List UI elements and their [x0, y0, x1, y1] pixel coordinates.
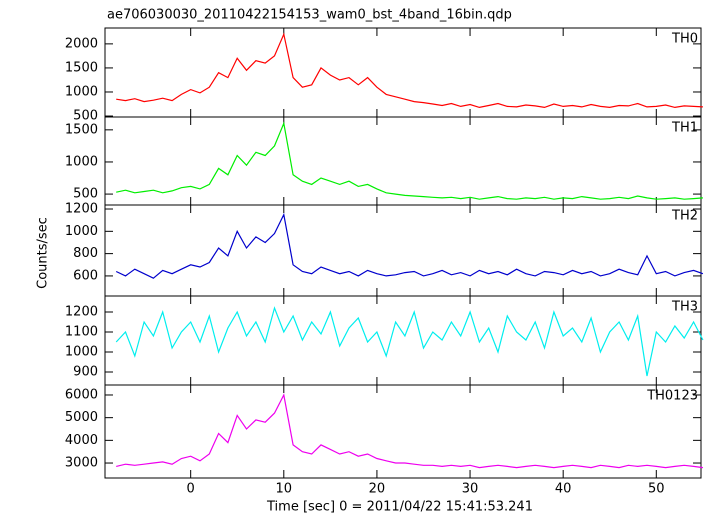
panel-frame	[104, 204, 702, 297]
x-tick-label: 50	[648, 482, 665, 497]
light-curve	[115, 212, 704, 279]
y-tick-label: 6000	[65, 387, 98, 402]
light-curve	[116, 121, 703, 200]
x-axis-label: Time [sec] 0 = 2011/04/22 15:41:53.241	[266, 500, 533, 515]
panel-frame	[104, 27, 702, 118]
x-tick-label: 10	[276, 482, 293, 497]
panel-label: TH0	[671, 32, 698, 47]
y-tick-label: 1500	[65, 60, 98, 75]
y-tick-label: 1200	[65, 202, 98, 217]
panel-label: TH3	[671, 300, 698, 315]
panel-frame	[104, 116, 702, 206]
y-tick-label: 1200	[65, 305, 98, 320]
light-curve	[116, 393, 703, 469]
panel-label: TH1	[671, 121, 698, 136]
x-tick-label: 0	[187, 482, 195, 497]
y-tick-label: 1500	[65, 122, 98, 137]
y-tick-label: 800	[73, 246, 98, 261]
panel-label: TH0123	[646, 389, 698, 404]
light-curve	[116, 32, 703, 109]
y-tick-label: 2000	[65, 36, 98, 51]
light-curve	[115, 306, 704, 377]
y-tick-label: 3000	[65, 456, 98, 471]
panel-frame	[104, 384, 702, 479]
y-tick-label: 600	[73, 268, 98, 283]
x-tick-label: 30	[462, 482, 479, 497]
y-axis-label: Counts/sec	[36, 217, 51, 289]
y-tick-label: 500	[73, 187, 98, 202]
y-tick-label: 1000	[65, 224, 98, 239]
panel-frame	[104, 295, 702, 386]
y-tick-label: 1000	[65, 84, 98, 99]
y-tick-label: 900	[73, 365, 98, 380]
x-tick-label: 40	[555, 482, 572, 497]
y-tick-label: 1000	[65, 154, 98, 169]
y-tick-label: 1000	[65, 345, 98, 360]
panel-label: TH2	[671, 209, 698, 224]
y-tick-label: 1100	[65, 325, 98, 340]
y-tick-label: 500	[73, 109, 98, 124]
y-tick-label: 5000	[65, 410, 98, 425]
y-tick-label: 4000	[65, 433, 98, 448]
chart-title: ae706030030_20110422154153_wam0_bst_4ban…	[107, 8, 512, 23]
x-tick-label: 20	[369, 482, 386, 497]
